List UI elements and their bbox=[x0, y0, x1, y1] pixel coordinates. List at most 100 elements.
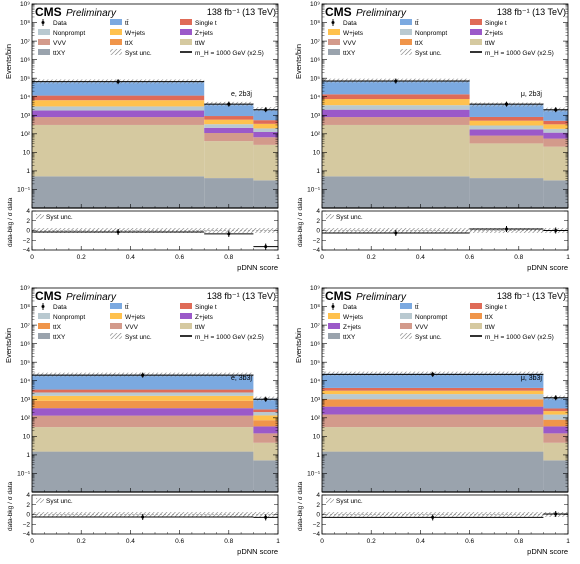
legend-marker-data-dot bbox=[331, 305, 335, 308]
y-tick-label: 10⁵ bbox=[310, 359, 320, 366]
legend-label: Z+jets bbox=[485, 30, 504, 37]
ratio-tick-label: 0 bbox=[26, 512, 30, 519]
legend-label: Nonprompt bbox=[53, 314, 85, 321]
legend-marker-ttxy bbox=[38, 49, 50, 55]
legend-label: W+jets bbox=[343, 314, 364, 321]
y-tick-label: 10³ bbox=[311, 396, 321, 403]
stack-bar-singlet bbox=[32, 95, 205, 101]
channel-label: μ, 2b3j bbox=[521, 91, 543, 98]
stack-bar-vvv bbox=[32, 415, 254, 428]
data-point bbox=[394, 79, 398, 83]
stack-bar-wjets bbox=[543, 124, 568, 129]
y-tick-label: 10⁷ bbox=[310, 322, 320, 329]
y-tick-label: 1 bbox=[26, 168, 30, 175]
x-tick-label: 1 bbox=[566, 254, 570, 261]
y-tick-label: 10² bbox=[21, 131, 31, 138]
x-tick-label: 0.6 bbox=[175, 254, 184, 261]
legend-marker-data-dot bbox=[41, 305, 45, 308]
y-tick-label: 10⁴ bbox=[310, 378, 320, 385]
stack-bar-ttxy bbox=[469, 178, 544, 208]
legend-marker-singlet bbox=[180, 303, 192, 309]
ratio-point bbox=[227, 232, 231, 236]
stack-bar-zjets bbox=[253, 426, 278, 434]
ratio-legend-label: Syst unc. bbox=[336, 214, 363, 221]
ratio-point bbox=[264, 515, 268, 519]
y-tick-label: 1 bbox=[316, 168, 320, 175]
x-tick-label: 1 bbox=[566, 538, 570, 545]
legend-marker-ttx bbox=[400, 39, 412, 45]
stack-bar-ttw bbox=[543, 442, 568, 461]
stack-bar-nonprompt bbox=[322, 394, 544, 400]
x-tick-label: 0.4 bbox=[126, 254, 135, 261]
y-tick-label: 10⁷ bbox=[20, 38, 30, 45]
preliminary-label: Preliminary bbox=[66, 8, 117, 19]
lumi-label: 138 fb⁻¹ (13 TeV) bbox=[497, 7, 566, 17]
legend-label: Nonprompt bbox=[415, 30, 447, 37]
y-tick-label: 10⁴ bbox=[20, 378, 30, 385]
data-point bbox=[116, 80, 120, 84]
stack-bar-singlet bbox=[543, 408, 568, 412]
legend-label: Z+jets bbox=[195, 314, 214, 321]
legend-label: W+jets bbox=[125, 30, 146, 37]
legend-marker-ttx bbox=[470, 313, 482, 319]
x-tick-label: 0.6 bbox=[465, 538, 474, 545]
ratio-tick-label: −4 bbox=[313, 247, 321, 254]
stack-bar-ttx bbox=[543, 419, 568, 427]
stack-bar-vvv bbox=[543, 138, 568, 147]
legend-marker-zjets bbox=[328, 323, 340, 329]
legend-marker-zjets bbox=[180, 313, 192, 319]
ratio-tick-label: −4 bbox=[23, 247, 31, 254]
stack-bar-vvv bbox=[322, 414, 544, 428]
legend-marker-ttxy bbox=[328, 49, 340, 55]
legend-label: m_H = 1000 GeV (x2.5) bbox=[485, 334, 554, 341]
ratio-tick-label: −2 bbox=[23, 521, 31, 528]
legend-marker-tt bbox=[110, 19, 122, 25]
x-tick-label: 0 bbox=[320, 538, 324, 545]
x-tick-label: 0.8 bbox=[224, 254, 233, 261]
x-tick-label: 0.8 bbox=[514, 538, 523, 545]
data-point bbox=[227, 102, 231, 106]
y-axis-label: Events/bin bbox=[294, 328, 303, 363]
legend-marker-wjets bbox=[328, 29, 340, 35]
x-tick-label: 0.8 bbox=[224, 538, 233, 545]
legend-marker-tt bbox=[400, 303, 412, 309]
stack-bar-wjets bbox=[322, 390, 544, 395]
lumi-label: 138 fb⁻¹ (13 TeV) bbox=[497, 291, 566, 301]
legend-label: Data bbox=[343, 304, 357, 311]
stack-bar-vvv bbox=[253, 137, 278, 145]
ratio-syst-band bbox=[32, 228, 278, 233]
stack-bar-zjets bbox=[469, 129, 544, 136]
y-tick-label: 10 bbox=[313, 150, 321, 157]
x-tick-label: 0.4 bbox=[416, 538, 425, 545]
ratio-tick-label: −2 bbox=[313, 521, 321, 528]
stack-bar-nonprompt bbox=[204, 124, 254, 128]
legend-label: tt̄ bbox=[125, 19, 129, 27]
stack-bar-vvv bbox=[322, 117, 470, 125]
stack-bar-wjets bbox=[543, 411, 568, 415]
legend-marker-nonprompt bbox=[38, 313, 50, 319]
legend-marker-singlet bbox=[470, 303, 482, 309]
stack-bar-ttw bbox=[253, 144, 278, 181]
ratio-legend-label: Syst unc. bbox=[46, 498, 73, 505]
stack-bar-nonprompt bbox=[543, 128, 568, 133]
legend-label: Nonprompt bbox=[53, 30, 85, 37]
y-tick-label: 10⁵ bbox=[310, 75, 320, 82]
stack-bar-vvv bbox=[543, 433, 568, 443]
stack-bar-wjets bbox=[322, 99, 470, 106]
ratio-legend-label: Syst unc. bbox=[46, 214, 73, 221]
ratio-y-axis-label: data-bkg / σ data bbox=[7, 197, 14, 247]
ratio-syst-band bbox=[322, 228, 568, 233]
stack-bar-ttxy bbox=[253, 460, 278, 492]
legend-marker-tt bbox=[400, 19, 412, 25]
legend-label: Single t bbox=[195, 20, 217, 27]
legend-marker-ttxy bbox=[38, 333, 50, 339]
legend-label: ttXY bbox=[343, 50, 356, 57]
y-tick-label: 10⁻¹ bbox=[17, 187, 31, 194]
stack-bar-ttw bbox=[322, 427, 544, 452]
stack-bar-wjets bbox=[32, 100, 205, 107]
legend-marker-wjets bbox=[110, 313, 122, 319]
cms-label: CMS bbox=[35, 5, 62, 19]
data-point bbox=[264, 397, 268, 401]
ratio-tick-label: 0 bbox=[316, 512, 320, 519]
legend-label: ttX bbox=[53, 324, 62, 331]
